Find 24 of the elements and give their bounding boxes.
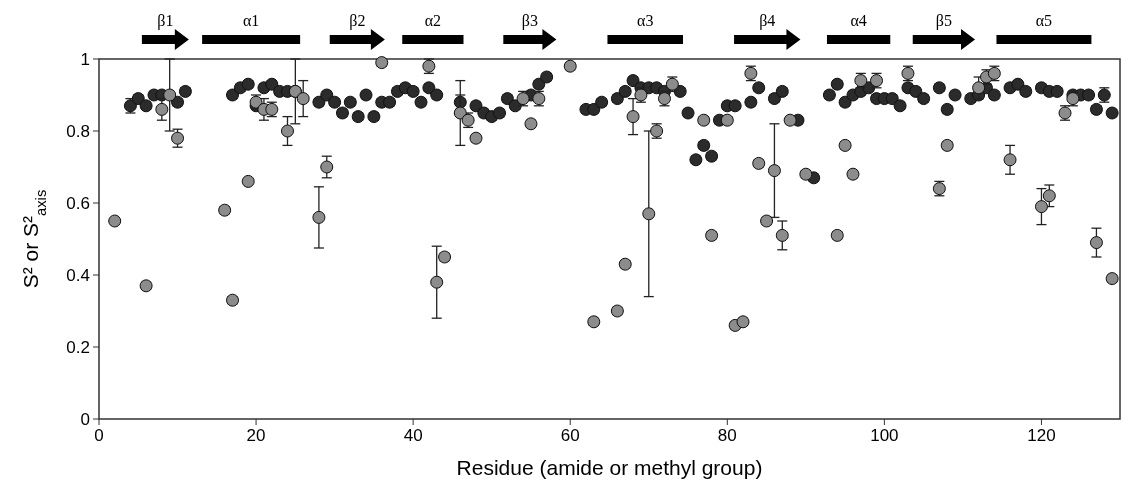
x-tick-label: 60 <box>560 426 580 445</box>
y-tick-label: 0 <box>80 409 90 429</box>
text: α4 <box>850 12 867 29</box>
y-tick-label: 0.6 <box>66 193 90 213</box>
text: β1 <box>157 12 174 30</box>
text: α5 <box>1035 12 1053 29</box>
text: α2 <box>424 12 442 29</box>
text: α1 <box>242 12 260 29</box>
text: β4 <box>759 12 776 30</box>
x-tick-label: 120 <box>1027 426 1056 445</box>
text: β3 <box>521 12 538 30</box>
x-axis-title: Residue (amide or methyl group) <box>456 456 763 479</box>
x-tick-label: 80 <box>717 426 737 445</box>
y-tick-label: 1 <box>80 49 90 69</box>
y-tick-label: 0.4 <box>66 265 90 285</box>
text: α3 <box>637 12 654 29</box>
y-tick-label: 0.8 <box>66 121 90 141</box>
x-tick-label: 40 <box>403 426 423 445</box>
x-tick-label: 20 <box>246 426 266 445</box>
text: β5 <box>935 12 952 30</box>
x-tick-label: 0 <box>94 426 104 445</box>
text: β2 <box>349 12 366 30</box>
y-tick-label: 0.2 <box>66 337 90 357</box>
x-tick-label: 100 <box>870 426 899 445</box>
